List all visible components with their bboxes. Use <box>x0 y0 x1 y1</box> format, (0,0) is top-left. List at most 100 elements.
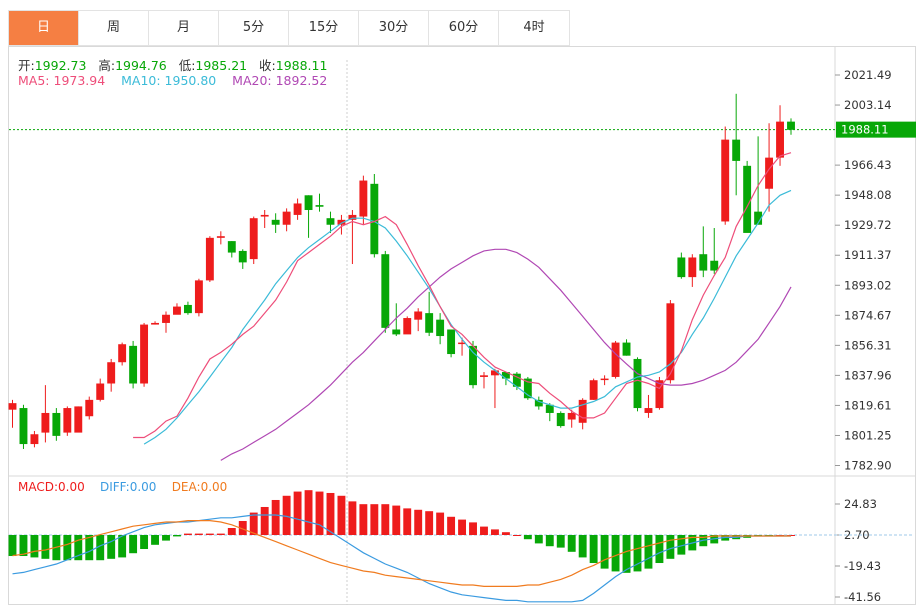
candle-body <box>392 329 401 335</box>
macd-bar <box>611 535 620 572</box>
macd-bar <box>19 535 28 557</box>
macd-bar <box>436 512 445 535</box>
price-tick-label: 2003.14 <box>844 98 892 112</box>
candle-body <box>129 345 138 384</box>
candle-body <box>337 219 346 225</box>
macd-bar <box>129 535 138 554</box>
tab-5[interactable]: 30分 <box>359 11 429 45</box>
ma20-line <box>220 248 792 461</box>
macd-bar <box>304 490 313 535</box>
tab-2[interactable]: 月 <box>149 11 219 45</box>
candle-body <box>765 157 774 189</box>
last-price-badge <box>836 121 916 138</box>
diff-line <box>12 514 791 603</box>
candle-body <box>271 219 280 225</box>
price-tick-label: 1966.43 <box>844 158 892 172</box>
candle-body <box>436 319 445 337</box>
candle-body <box>688 257 697 278</box>
price-tick-label: 1893.02 <box>844 278 892 292</box>
candle-body <box>754 211 763 225</box>
macd-bar <box>556 535 565 548</box>
macd-bar <box>63 535 72 561</box>
candle-body <box>589 380 598 400</box>
macd-bar <box>173 535 181 537</box>
candle-body <box>743 165 752 233</box>
tab-4[interactable]: 15分 <box>289 11 359 45</box>
candle-body <box>216 236 225 238</box>
price-tick-label: 1911.37 <box>844 248 892 262</box>
candle-body <box>633 358 642 409</box>
candle-body <box>118 344 127 363</box>
candle-body <box>534 399 543 407</box>
macd-bar <box>534 535 543 544</box>
price-tick-label: 1782.90 <box>844 459 892 473</box>
candle-body <box>326 218 335 225</box>
candle-body <box>74 406 83 433</box>
macd-bar <box>600 535 609 569</box>
ma10-line <box>143 189 792 445</box>
candle-body <box>194 280 203 314</box>
macd-bar <box>96 535 105 561</box>
candle-body <box>611 342 620 377</box>
ma-info: MA5: 1973.94 MA10: 1950.80 MA20: 1892.52 <box>18 73 327 88</box>
price-tick-label: 1874.67 <box>844 308 892 322</box>
high-value: 1994.76 <box>115 58 167 73</box>
tab-3[interactable]: 5分 <box>219 11 289 45</box>
price-tick-label: 1948.08 <box>844 188 892 202</box>
price-tick-label: 1856.31 <box>844 338 892 352</box>
macd-bar <box>118 535 127 558</box>
candle-body <box>512 373 521 387</box>
tab-0[interactable]: 日 <box>9 11 79 45</box>
candle-body <box>140 324 149 384</box>
candle-body <box>348 214 357 220</box>
macd-bar <box>523 535 532 540</box>
macd-bar <box>140 535 149 550</box>
ma5-value: 1973.94 <box>53 73 106 88</box>
candle-body <box>238 250 247 263</box>
dea-label: DEA: <box>171 480 201 494</box>
macd-bar <box>260 506 269 535</box>
candle-body <box>173 306 181 315</box>
macd-bar <box>491 529 499 535</box>
candle-body <box>381 254 390 328</box>
candle-body <box>556 412 565 427</box>
candle-body <box>63 408 72 433</box>
candle-body <box>282 211 291 225</box>
macd-bar <box>151 535 159 545</box>
macd-bar <box>666 535 675 559</box>
close-value: 1988.11 <box>275 58 328 73</box>
candle-body <box>96 383 105 400</box>
candle-body <box>359 180 368 217</box>
candle-body <box>721 139 730 222</box>
candle-body <box>8 403 17 410</box>
low-value: 1985.21 <box>195 58 248 73</box>
candle-body <box>227 241 236 253</box>
open-label: 开: <box>18 58 35 73</box>
macd-bar <box>458 519 467 535</box>
tab-7[interactable]: 4时 <box>523 20 545 35</box>
candle-body <box>260 214 269 217</box>
candle-body <box>480 375 488 377</box>
tab-1[interactable]: 周 <box>79 11 149 45</box>
macd-bar <box>238 520 247 535</box>
ma5-line <box>133 152 792 439</box>
macd-bar <box>403 508 412 535</box>
macd-bar <box>205 533 214 535</box>
open-value: 1992.73 <box>34 58 87 73</box>
dea-value: 0.00 <box>200 480 228 494</box>
diff-value: 0.00 <box>129 480 157 494</box>
candle-body <box>491 370 499 376</box>
candle-body <box>567 412 576 420</box>
macd-bar <box>41 535 50 559</box>
macd-bar <box>216 533 225 535</box>
candle-body <box>151 322 159 325</box>
macd-bar <box>447 516 456 535</box>
macd-bar <box>249 512 258 535</box>
macd-bar <box>501 532 510 535</box>
macd-bar <box>183 533 192 535</box>
macd-bar <box>644 535 653 569</box>
candle-body <box>293 203 302 215</box>
tab-6[interactable]: 60分 <box>429 11 499 45</box>
candle-body <box>52 412 61 436</box>
